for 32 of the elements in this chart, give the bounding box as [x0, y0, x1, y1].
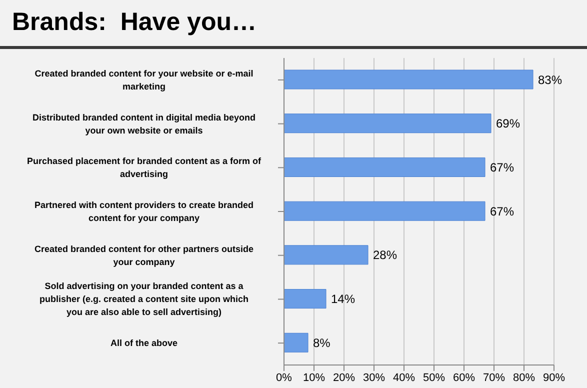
data-label: 69%: [496, 116, 520, 131]
y-tick-label: Purchased placement for branded content as a form of advertising: [26, 156, 262, 180]
x-tick-label: 10%: [302, 372, 326, 384]
x-tick-label: 80%: [512, 372, 536, 384]
y-tick-label: Distributed branded content in digital media beyond your own website or emails: [32, 112, 256, 136]
bar: [284, 157, 486, 177]
x-tick-label: 0%: [276, 372, 292, 384]
bar: [284, 245, 368, 265]
data-label: 67%: [490, 204, 514, 218]
chart-title: Brands: Have you…: [12, 8, 257, 37]
y-tick-label: Created branded content for your website or e-mail marketing: [34, 68, 254, 92]
x-tick-label: 30%: [362, 372, 386, 384]
bar: [284, 332, 308, 352]
y-tick-label: Partnered with content providers to create branded content for your company: [34, 200, 254, 223]
x-tick-label: 90%: [542, 372, 566, 384]
data-label: 8%: [313, 336, 331, 350]
x-tick-label: 50%: [422, 372, 446, 384]
x-tick-label: 70%: [482, 372, 506, 384]
x-tick-label: 60%: [452, 372, 476, 384]
y-tick-label: Sold advertising on your branded content as a publisher (e.g. created a content site upon which you are also able to sell advertising): [39, 281, 249, 318]
y-tick-label: All of the above: [110, 338, 178, 348]
bar: [284, 289, 326, 309]
data-label: 14%: [331, 292, 356, 306]
x-tick-label: 20%: [332, 372, 356, 384]
data-label: 83%: [538, 72, 562, 87]
bar: [284, 201, 486, 221]
y-tick-label: Created branded content for other partners outside your company: [34, 244, 254, 267]
bar: [284, 70, 534, 90]
data-label: 67%: [490, 160, 514, 174]
bar: [284, 114, 492, 134]
data-label: 28%: [373, 248, 398, 262]
x-tick-label: 40%: [392, 372, 416, 384]
